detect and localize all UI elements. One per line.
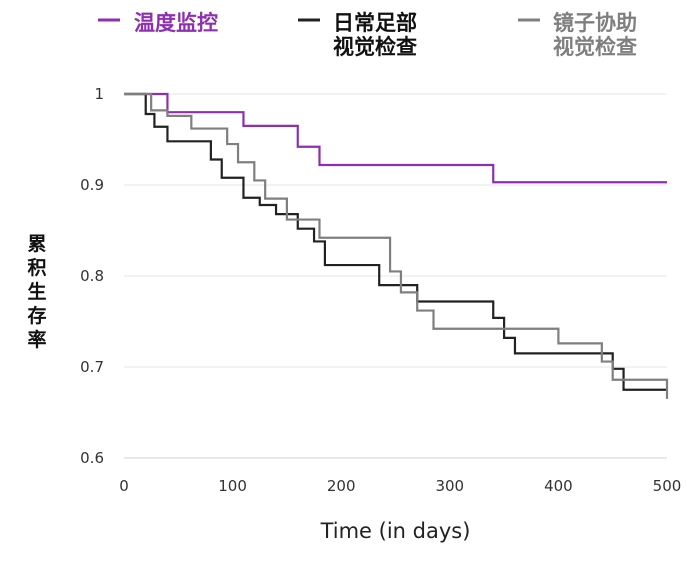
tick-labels: 1 0.9 0.8 0.7 0.6 0 100 200 300 400 500 — [80, 85, 681, 495]
x-axis-label: Time (in days) — [320, 519, 471, 543]
x-tick-label: 500 — [653, 477, 682, 495]
series-layer — [124, 92, 669, 399]
legend-label: 日常足部视觉检查 — [333, 11, 417, 59]
series-line — [124, 92, 667, 184]
y-tick-label: 0.6 — [80, 449, 104, 467]
x-tick-label: 0 — [119, 477, 129, 495]
y-tick-label: 0.7 — [80, 358, 104, 376]
y-tick-label: 0.9 — [80, 176, 104, 194]
x-tick-label: 300 — [435, 477, 464, 495]
y-axis-label: 累积生存率 — [27, 233, 46, 351]
x-tick-label: 400 — [544, 477, 573, 495]
y-tick-label: 0.8 — [80, 267, 104, 285]
y-tick-label: 1 — [94, 85, 104, 103]
series-line — [124, 92, 669, 399]
legend-label: 温度监控 — [134, 11, 218, 35]
grid-layer — [124, 93, 667, 459]
legend-label: 镜子协助视觉检查 — [553, 11, 637, 59]
series-line — [124, 92, 667, 391]
legend: 温度监控 日常足部视觉检查 镜子协助视觉检查 — [98, 11, 637, 59]
x-tick-label: 100 — [218, 477, 247, 495]
x-tick-label: 200 — [327, 477, 356, 495]
